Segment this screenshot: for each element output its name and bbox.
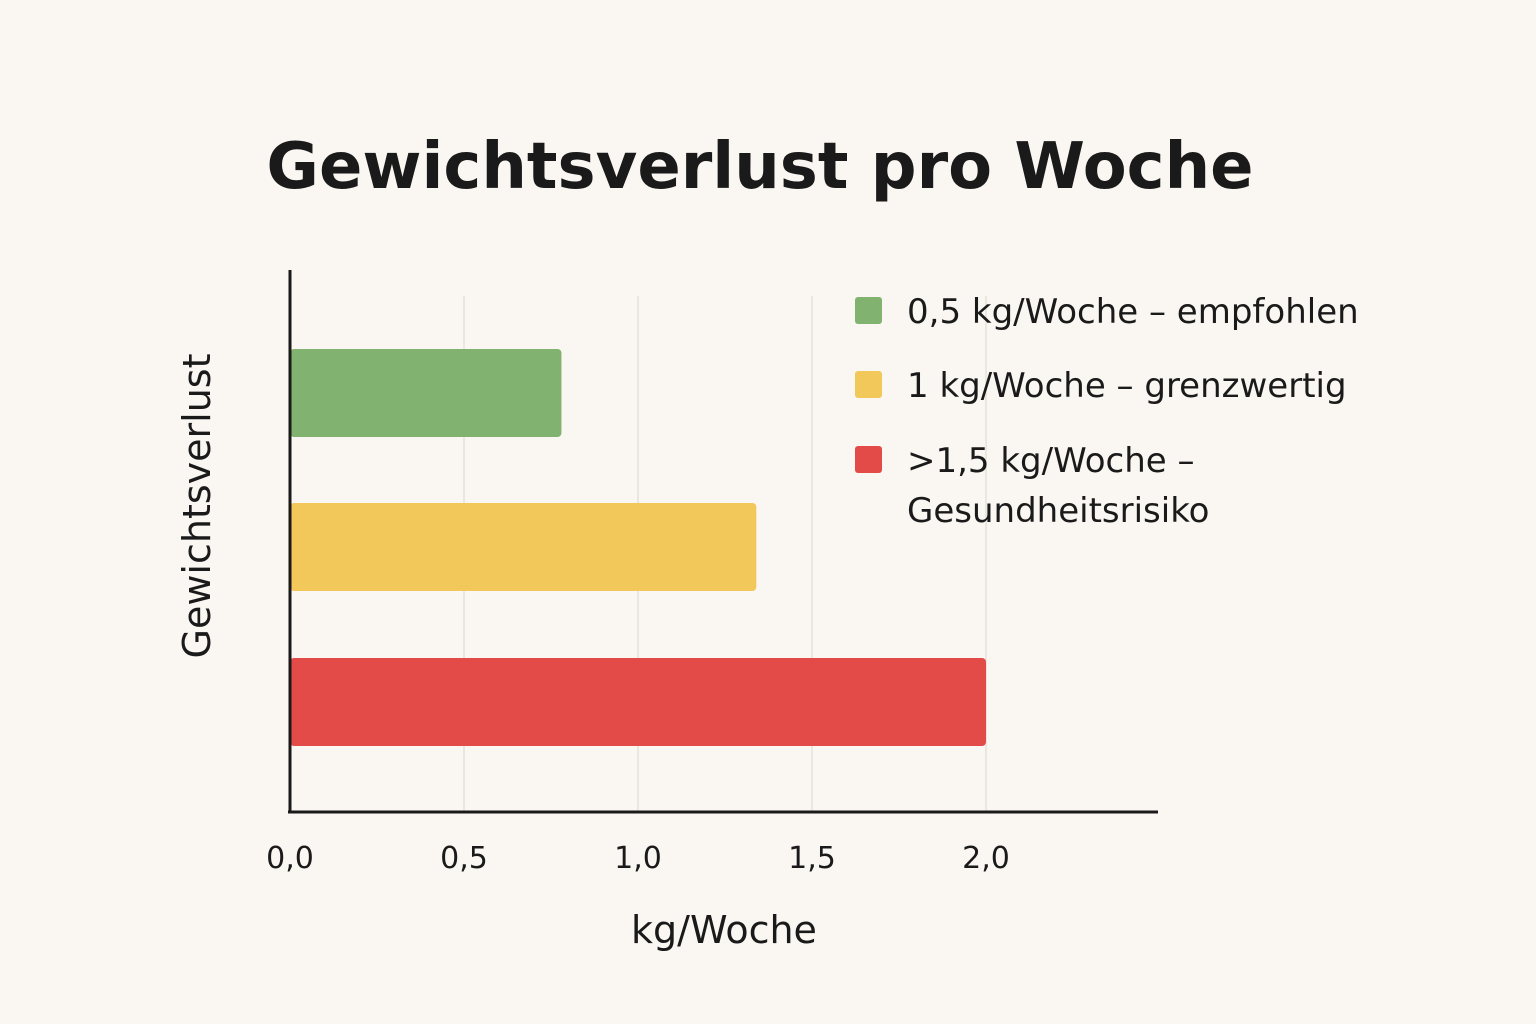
x-tick-label: 0,5 xyxy=(440,841,488,876)
bar xyxy=(290,503,757,591)
bar xyxy=(290,349,562,437)
legend-item: 0,5 kg/Woche – empfohlen xyxy=(855,292,1359,332)
legend: 0,5 kg/Woche – empfohlen 1 kg/Woche – gre… xyxy=(855,292,1359,531)
x-tick-label: 0,0 xyxy=(266,841,314,876)
legend-item: 1 kg/Woche – grenzwertig xyxy=(855,366,1347,406)
legend-swatch xyxy=(855,297,882,324)
legend-label: Gesundheitsrisiko xyxy=(907,491,1209,531)
legend-label: 0,5 kg/Woche – empfohlen xyxy=(907,292,1359,332)
bars xyxy=(290,349,986,746)
y-axis-label: Gewichtsverlust xyxy=(175,354,219,659)
bar xyxy=(290,658,986,746)
legend-item: >1,5 kg/Woche – Gesundheitsrisiko xyxy=(855,441,1209,531)
legend-label: >1,5 kg/Woche – xyxy=(907,441,1195,481)
x-tick-label: 1,5 xyxy=(788,841,836,876)
x-axis-label: kg/Woche xyxy=(631,908,817,952)
legend-swatch xyxy=(855,371,882,398)
legend-label: 1 kg/Woche – grenzwertig xyxy=(907,366,1347,406)
x-tick-labels: 0,0 0,5 1,0 1,5 2,0 xyxy=(266,841,1010,876)
x-tick-label: 2,0 xyxy=(962,841,1010,876)
chart-title: Gewichtsverlust pro Woche xyxy=(266,130,1253,204)
x-tick-label: 1,0 xyxy=(614,841,662,876)
legend-swatch xyxy=(855,446,882,473)
